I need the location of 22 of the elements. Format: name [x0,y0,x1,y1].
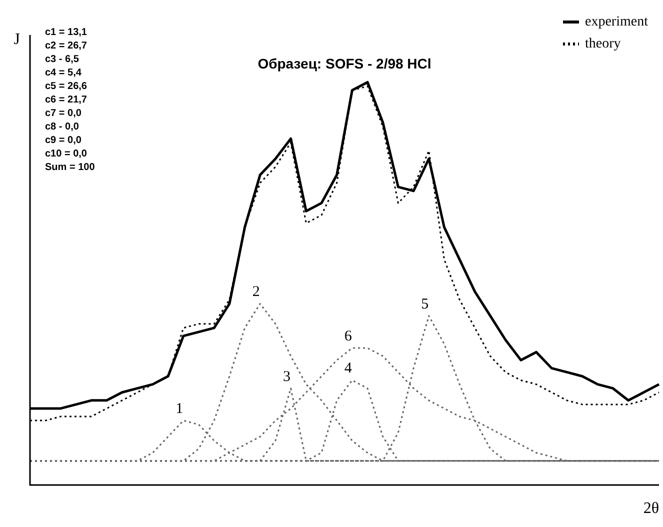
legend-label: theory [585,36,621,52]
annotation: c9 = 0,0 [45,134,82,146]
text: c2 = 26,7 [45,40,88,52]
annotation: Sum = 100 [45,162,96,173]
chart-title: Образец: SOFS - 2/98 HCl [258,55,432,72]
annotation: c8 - 0,0 [45,121,80,132]
y-axis-title: J [14,31,20,48]
annotation: c5 = 26,6 [45,80,88,92]
text: c1 = 13,1 [45,26,88,38]
series-label: 2 [252,284,260,300]
series-label: 4 [344,360,352,377]
series-label: 5 [421,296,429,312]
legend-label: experiment [585,14,648,30]
text: c3 - 6,5 [45,54,80,65]
x-axis-title: 2θ [643,500,659,518]
series-label: 3 [283,368,291,385]
series-label: 6 [344,328,352,344]
annotation: c10 = 0,0 [45,148,88,160]
annotation: c6 = 21,7 [45,94,88,106]
series-label: 1 [176,400,184,417]
annotation: c7 = 0,0 [45,108,82,119]
text: c4 = 5,4 [45,67,82,78]
